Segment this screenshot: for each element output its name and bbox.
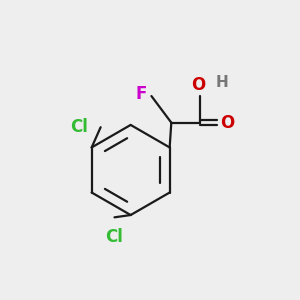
Text: Cl: Cl [106,228,123,246]
Text: O: O [191,76,205,94]
Text: F: F [136,85,147,103]
Text: Cl: Cl [70,118,88,136]
Text: H: H [216,75,229,90]
Text: O: O [220,114,234,132]
